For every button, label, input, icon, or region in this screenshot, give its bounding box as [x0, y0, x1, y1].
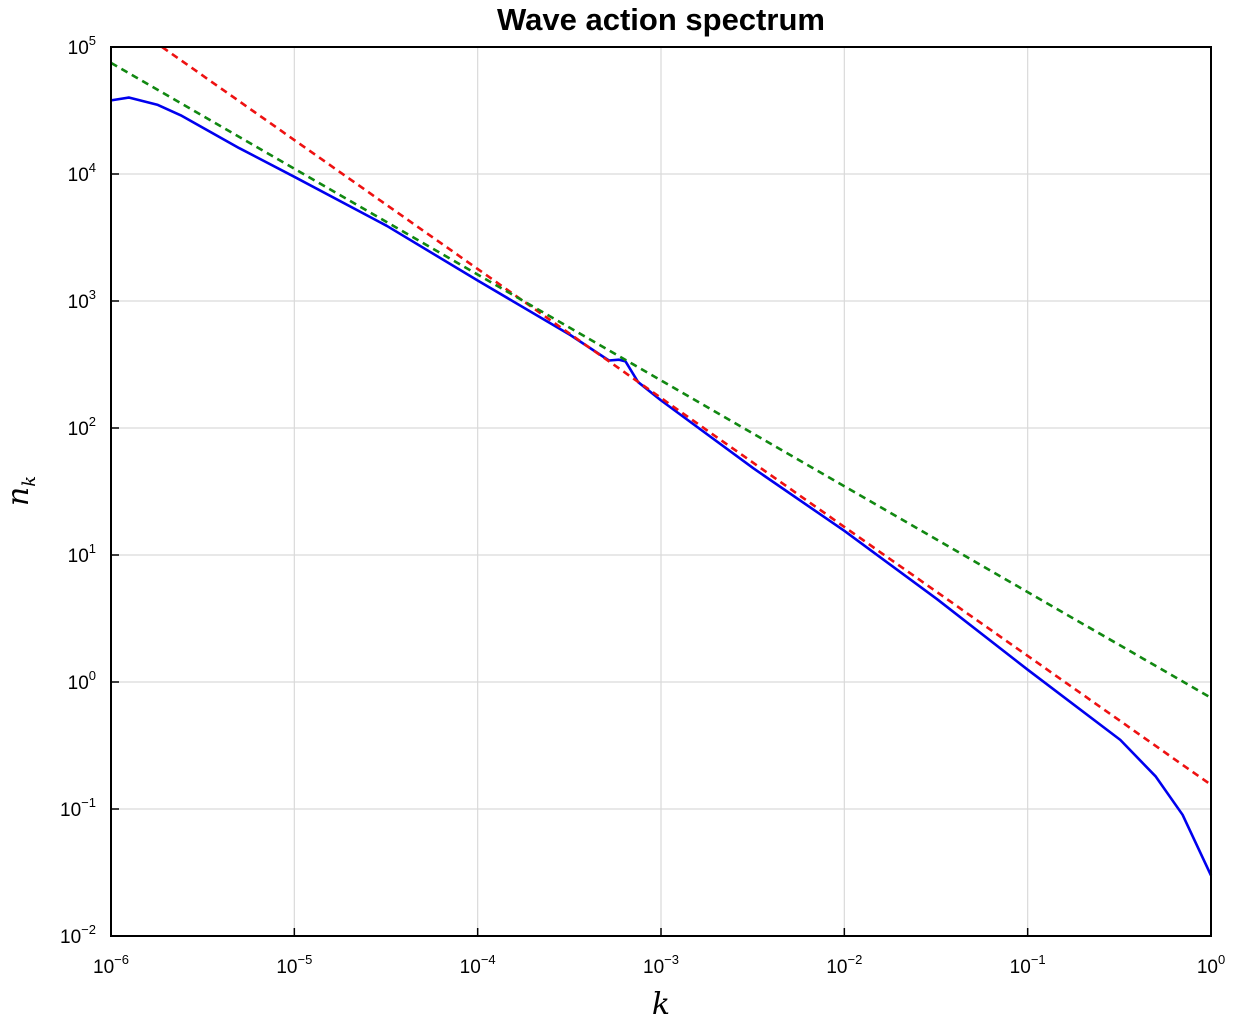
- x-tick-label: 10−4: [460, 952, 496, 978]
- x-tick-label: 10−6: [93, 952, 129, 978]
- x-axis-label: k: [652, 987, 670, 1021]
- x-tick-label: 100: [1197, 952, 1225, 978]
- series-layer: [110, 45, 1213, 876]
- y-axis-label-subscript: k: [19, 476, 40, 487]
- x-tick-label: 10−5: [276, 952, 312, 978]
- ticks: [110, 46, 1212, 937]
- y-tick-label: 10−2: [60, 922, 96, 948]
- y-tick-label: 101: [68, 541, 96, 567]
- x-tick-label: 10−3: [643, 952, 679, 978]
- svg-text:nk: nk: [1, 476, 40, 506]
- tick-labels: 10−6 10−5 10−4 10−3 10−2 10−1 100 105 104 103 102 1…: [60, 33, 1225, 978]
- y-axis-label-main: n: [1, 487, 36, 506]
- chart-title: Wave action spectrum: [497, 2, 825, 37]
- y-tick-label: 100: [68, 668, 96, 694]
- y-axis-label: nk: [1, 476, 40, 506]
- y-tick-label: 104: [68, 160, 96, 186]
- y-tick-label: 103: [68, 287, 96, 313]
- y-tick-label: 102: [68, 414, 96, 440]
- y-tick-label: 105: [68, 33, 96, 59]
- series-line-2: [161, 45, 1212, 786]
- grid: [110, 46, 1212, 937]
- x-tick-label: 10−2: [826, 952, 862, 978]
- series-line-3: [110, 61, 1212, 699]
- series-line-1: [110, 96, 1213, 876]
- x-tick-label: 10−1: [1010, 952, 1046, 978]
- y-tick-label: 10−1: [60, 795, 96, 821]
